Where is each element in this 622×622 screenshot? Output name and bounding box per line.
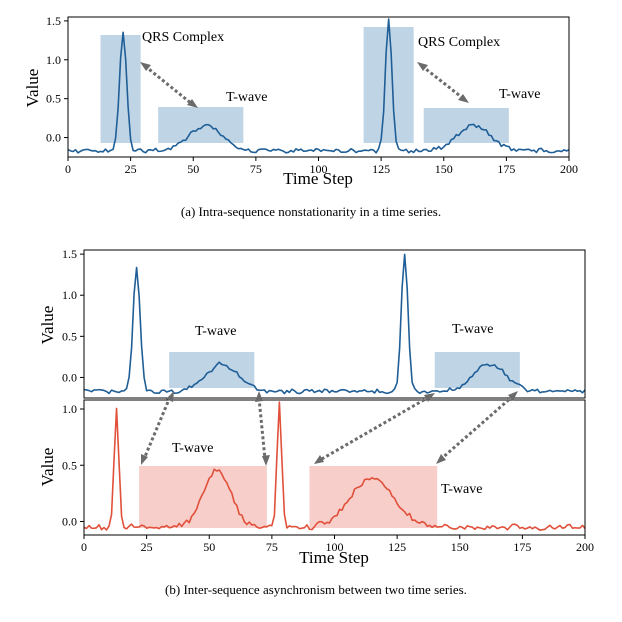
y-tick-label: 0.0 xyxy=(46,131,61,145)
series-line-a xyxy=(67,18,570,154)
x-tick-label: 150 xyxy=(435,162,453,176)
x-tick-label: 125 xyxy=(372,162,390,176)
ylabel-b-bottom: Value xyxy=(38,448,57,487)
y-tick-label: 0.0 xyxy=(62,370,77,384)
y-tick-label: 1.5 xyxy=(46,14,61,28)
x-tick-label: 75 xyxy=(266,540,278,554)
annotation-twave-bt2: T-wave xyxy=(452,322,493,337)
arrow-b3 xyxy=(314,393,435,464)
highlight-boxes-b-bottom xyxy=(139,466,438,528)
panel-a: 0.0 0.5 1.0 1.5 0 25 50 75 100 125 150 175 200 Valu… xyxy=(23,14,578,219)
x-tick-label: 25 xyxy=(125,162,137,176)
highlight-box xyxy=(423,108,509,143)
caption-a: (a) Intra-sequence nonstationarity in a … xyxy=(181,204,441,219)
highlight-box xyxy=(158,107,244,143)
highlight-box xyxy=(309,466,438,528)
x-tick-label: 175 xyxy=(513,540,531,554)
annotation-twave-a2: T-wave xyxy=(499,87,540,102)
series-line-b-bottom xyxy=(83,401,586,531)
caption-b: (b) Inter-sequence asynchronism between … xyxy=(165,582,467,597)
arrow-b1 xyxy=(141,391,174,465)
arrow-b2 xyxy=(255,391,270,466)
x-tick-label: 125 xyxy=(388,540,406,554)
annotation-qrs-1: QRS Complex xyxy=(142,30,224,45)
y-tick-label: 1.0 xyxy=(62,288,77,302)
arrow-b4 xyxy=(436,391,518,464)
x-tick-label: 50 xyxy=(187,162,199,176)
y-tick-label: 0.5 xyxy=(62,329,77,343)
y-ticks-b-bottom: 0.0 0.5 1.0 xyxy=(62,402,84,529)
highlight-boxes-b-top xyxy=(169,352,520,388)
panel-b-top: 0.0 0.5 1.0 1.5 Value T-wave T-wave xyxy=(38,247,586,399)
xlabel-a: Time Step xyxy=(283,169,353,188)
plot-frame-b-top xyxy=(83,249,586,399)
annotation-qrs-2: QRS Complex xyxy=(418,35,500,50)
y-tick-label: 1.0 xyxy=(46,53,61,67)
y-tick-label: 0.5 xyxy=(62,458,77,472)
annotation-twave-bb2: T-wave xyxy=(441,482,482,497)
panel-b-bottom: 0.0 0.5 1.0 0 25 50 75 100 125 150 175 200 Value T… xyxy=(38,391,594,597)
x-tick-label: 50 xyxy=(203,540,215,554)
x-tick-label: 200 xyxy=(576,540,594,554)
x-tick-label: 25 xyxy=(141,540,153,554)
x-tick-label: 100 xyxy=(310,162,328,176)
x-tick-label: 0 xyxy=(65,162,71,176)
series-line-b-top xyxy=(83,253,586,395)
x-tick-label: 100 xyxy=(326,540,344,554)
y-tick-label: 0.5 xyxy=(46,92,61,106)
highlight-box xyxy=(363,27,414,143)
y-tick-label: 0.0 xyxy=(62,515,77,529)
ylabel-b-top: Value xyxy=(38,306,57,345)
annotation-twave-bt1: T-wave xyxy=(195,324,236,339)
x-tick-label: 200 xyxy=(560,162,578,176)
x-tick-label: 0 xyxy=(81,540,87,554)
y-tick-label: 1.5 xyxy=(62,247,77,261)
x-tick-label: 75 xyxy=(250,162,262,176)
y-tick-label: 1.0 xyxy=(62,402,77,416)
x-tick-label: 150 xyxy=(451,540,469,554)
y-ticks-a: 0.0 0.5 1.0 1.5 xyxy=(46,14,68,145)
x-tick-label: 175 xyxy=(497,162,515,176)
annotation-twave-bb1: T-wave xyxy=(172,441,213,456)
arrow-a1 xyxy=(140,62,198,108)
x-ticks-a: 0 25 50 75 100 125 150 175 200 xyxy=(65,157,578,176)
xlabel-b-bottom: Time Step xyxy=(299,548,369,567)
y-ticks-b-top: 0.0 0.5 1.0 1.5 xyxy=(62,247,84,384)
annotation-twave-a1: T-wave xyxy=(226,90,267,105)
x-ticks-b-bottom: 0 25 50 75 100 125 150 175 200 xyxy=(81,535,594,554)
highlight-box xyxy=(139,466,267,528)
arrow-a2 xyxy=(417,62,469,103)
ylabel-a: Value xyxy=(23,69,42,108)
